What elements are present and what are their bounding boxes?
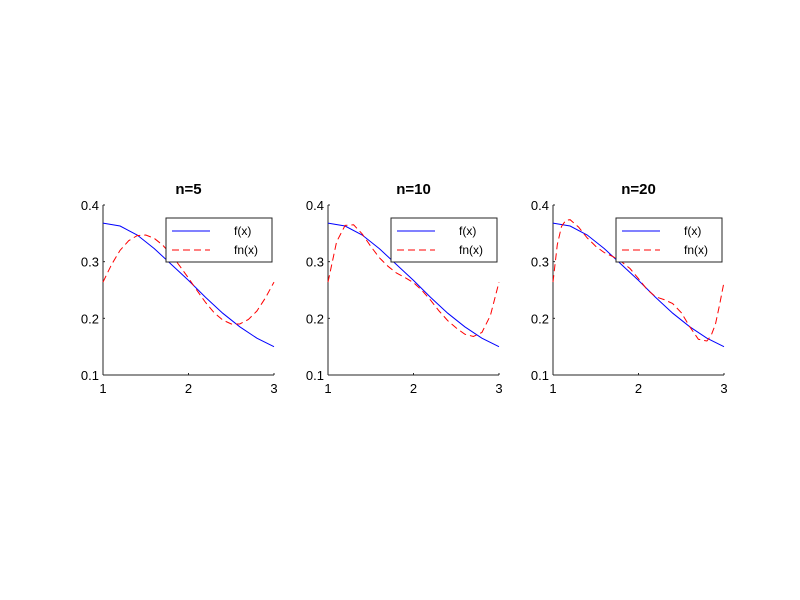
subplot-3: n=20 1 2 3 0.1 0.2 0.3 0.4 f(x) fn(x) <box>531 181 728 396</box>
legend-label: f(x) <box>684 224 701 238</box>
legend-label: fn(x) <box>459 243 483 257</box>
y-tick-label: 0.4 <box>531 198 549 213</box>
legend: f(x) fn(x) <box>165 217 273 263</box>
legend-label: fn(x) <box>684 243 708 257</box>
subplot-title: n=10 <box>396 181 431 198</box>
series-line-f-x <box>327 222 500 348</box>
y-tick-label: 0.2 <box>81 311 99 326</box>
y-tick-label: 0.2 <box>531 311 549 326</box>
plot-area <box>102 222 275 348</box>
subplot-1: n=5 1 2 3 0.1 0.2 0.3 0.4 f(x) fn(x) <box>81 181 278 396</box>
x-tick-label: 1 <box>549 381 556 396</box>
plot-area <box>327 222 500 348</box>
x-tick-label: 3 <box>270 381 277 396</box>
legend-label: f(x) <box>459 224 476 238</box>
legend-box <box>615 217 723 263</box>
y-tick-label: 0.2 <box>306 311 324 326</box>
y-tick-label: 0.4 <box>81 198 99 213</box>
subplot-title: n=20 <box>621 181 656 198</box>
plot-area <box>552 219 725 348</box>
x-tick-label: 1 <box>324 381 331 396</box>
x-tick-label: 3 <box>495 381 502 396</box>
y-tick-label: 0.3 <box>81 255 99 270</box>
legend: f(x) fn(x) <box>615 217 723 263</box>
y-tick-label: 0.1 <box>306 368 324 383</box>
y-tick-label: 0.4 <box>306 198 324 213</box>
x-tick-label: 2 <box>185 381 192 396</box>
y-tick-label: 0.1 <box>81 368 99 383</box>
series-line-fn-x <box>552 219 725 342</box>
subplot-title: n=5 <box>175 181 201 198</box>
legend-label: fn(x) <box>234 243 258 257</box>
series-line-f-x <box>102 222 275 348</box>
x-tick-label: 3 <box>720 381 727 396</box>
series-line-fn-x <box>327 224 500 338</box>
y-tick-label: 0.1 <box>531 368 549 383</box>
x-tick-label: 2 <box>410 381 417 396</box>
y-tick-label: 0.3 <box>531 255 549 270</box>
legend-label: f(x) <box>234 224 251 238</box>
legend: f(x) fn(x) <box>390 217 498 263</box>
legend-box <box>165 217 273 263</box>
subplot-2: n=10 1 2 3 0.1 0.2 0.3 0.4 f(x) fn(x) <box>306 181 503 396</box>
x-tick-label: 1 <box>99 381 106 396</box>
y-tick-label: 0.3 <box>306 255 324 270</box>
series-line-f-x <box>552 222 725 348</box>
x-tick-label: 2 <box>635 381 642 396</box>
legend-box <box>390 217 498 263</box>
